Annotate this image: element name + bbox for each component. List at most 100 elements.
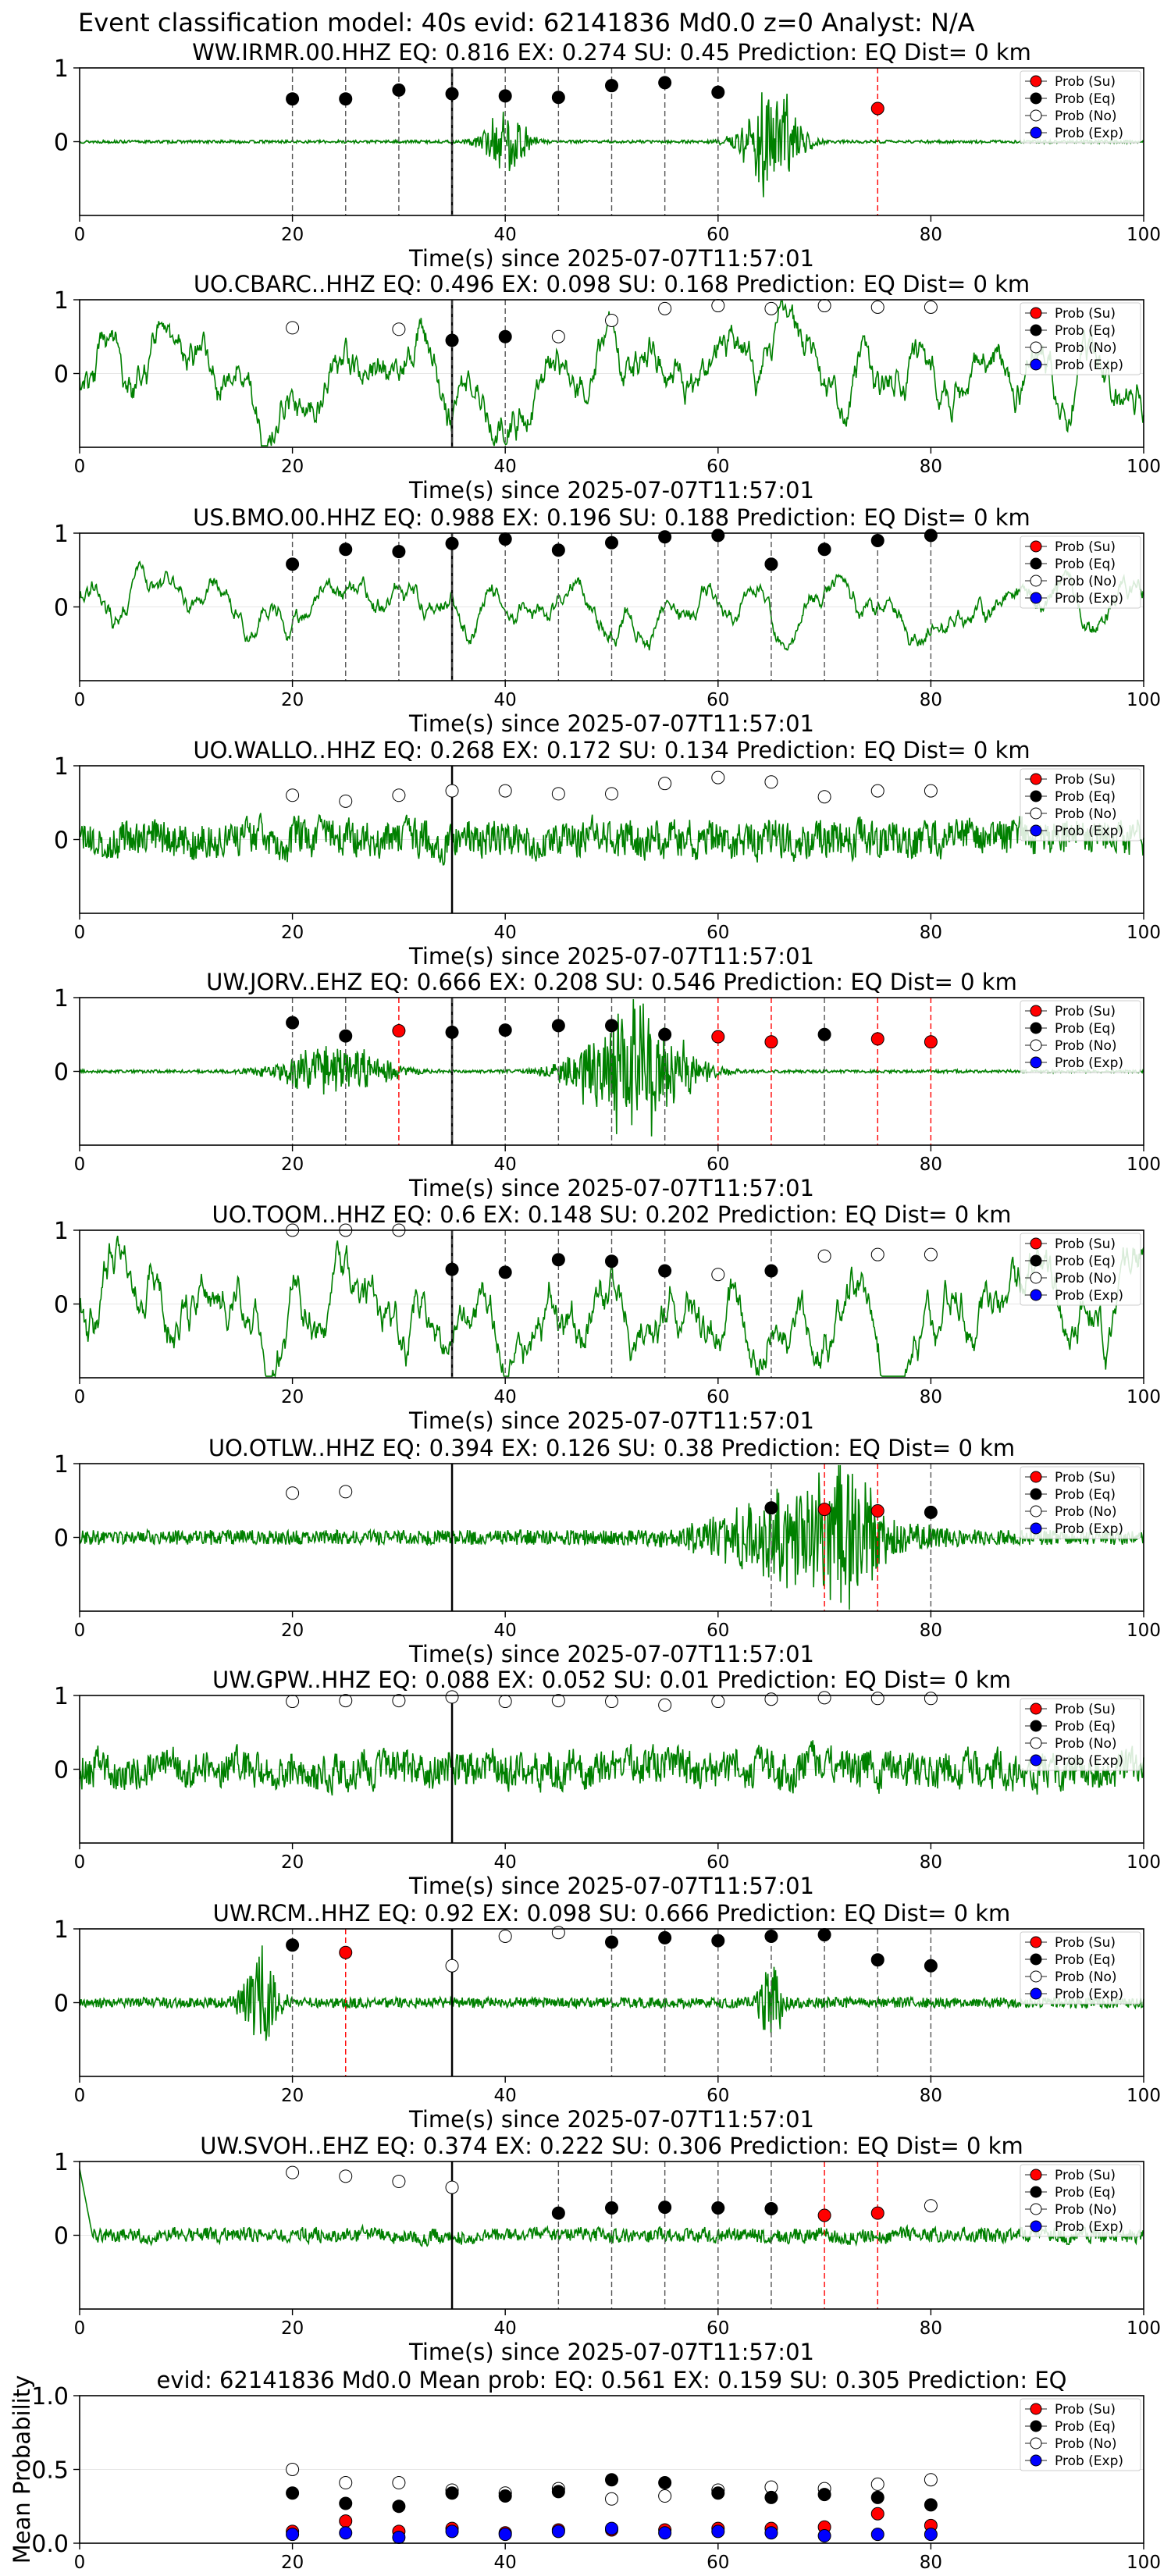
legend-label: Prob (Su) <box>1055 539 1116 555</box>
prob-point-no <box>817 299 831 313</box>
x-tick-label: 60 <box>707 225 729 245</box>
x-tick-label: 20 <box>281 2318 304 2339</box>
y-tick-label: 0 <box>54 827 69 855</box>
y-tick-label: 1 <box>54 287 69 315</box>
mean-point-su <box>339 2514 353 2528</box>
y-tick-label: 0 <box>54 130 69 157</box>
prob-point-no <box>870 784 884 798</box>
prob-point-no <box>286 1486 300 1500</box>
legend: Prob (Su)Prob (Eq)Prob (No)Prob (Exp) <box>1020 1931 1141 2005</box>
prob-point-no <box>711 1268 725 1282</box>
x-axis-label: Time(s) since 2025-07-07T11:57:01 <box>408 2106 814 2133</box>
legend-marker-probsu <box>1030 1005 1042 1017</box>
legend-label: Prob (Eq) <box>1055 1719 1116 1735</box>
legend-label: Prob (No) <box>1055 1504 1117 1520</box>
prob-point-no <box>498 1929 512 1943</box>
legend-label: Prob (Exp) <box>1055 2453 1123 2469</box>
prob-point-eq <box>551 2206 565 2220</box>
legend-label: Prob (Exp) <box>1055 1753 1123 1769</box>
prob-point-eq <box>498 532 512 546</box>
y-tick-label: 1 <box>54 753 69 781</box>
y-tick-label: 1 <box>54 1451 69 1478</box>
panel-5: UW.JORV..EHZ EQ: 0.666 EX: 0.208 SU: 0.5… <box>54 969 1161 1201</box>
panel-title: US.BMO.00.HHZ EQ: 0.988 EX: 0.196 SU: 0.… <box>193 504 1030 531</box>
x-axis-label: Time(s) since 2025-07-07T11:57:01 <box>408 1175 814 1201</box>
panel-2: UO.CBARC..HHZ EQ: 0.496 EX: 0.098 SU: 0.… <box>54 271 1161 503</box>
x-tick-label: 40 <box>494 225 517 245</box>
panel-title: UO.TOOM..HHZ EQ: 0.6 EX: 0.148 SU: 0.202… <box>212 1201 1012 1228</box>
legend-marker-probsu <box>1030 1703 1042 1715</box>
x-tick-label: 20 <box>281 1852 304 1873</box>
legend-marker-probsu <box>1030 773 1042 785</box>
prob-point-su <box>870 101 884 116</box>
x-tick-label: 100 <box>1127 1387 1161 1407</box>
prob-point-eq <box>605 1935 618 1949</box>
y-tick-label: 0.5 <box>31 2457 69 2485</box>
legend-marker-probno <box>1030 1039 1042 1051</box>
prob-point-no <box>764 1692 778 1706</box>
legend-marker-probexp <box>1030 1056 1042 1069</box>
x-tick-label: 40 <box>494 1155 517 1175</box>
prob-point-eq <box>711 2201 725 2215</box>
x-tick-label: 80 <box>920 2318 942 2339</box>
x-tick-label: 80 <box>920 1387 942 1407</box>
legend-marker-probeq <box>1030 1488 1042 1500</box>
legend-label: Prob (Eq) <box>1055 1487 1116 1503</box>
x-axis-label: Time(s) since 2025-07-07T11:57:01 <box>408 1873 814 1899</box>
mean-point-eq <box>711 2486 725 2500</box>
prob-point-eq <box>711 85 725 99</box>
prob-point-no <box>711 770 725 785</box>
prob-point-no <box>870 300 884 314</box>
prob-point-eq <box>286 1016 300 1030</box>
legend-marker-probno <box>1030 575 1042 587</box>
x-tick-label: 20 <box>281 457 304 477</box>
legend: Prob (Su)Prob (Eq)Prob (No)Prob (Exp) <box>1020 2398 1141 2471</box>
waveform-trace <box>79 92 1144 197</box>
mean-point-exp <box>764 2526 778 2540</box>
prob-point-no <box>764 775 778 789</box>
legend-marker-probno <box>1030 807 1042 820</box>
legend-label: Prob (Su) <box>1055 1236 1116 1252</box>
legend-label: Prob (Su) <box>1055 1004 1116 1019</box>
x-tick-label: 20 <box>281 1155 304 1175</box>
x-tick-label: 100 <box>1127 1852 1161 1873</box>
x-tick-label: 0 <box>74 2318 86 2339</box>
legend-label: Prob (Exp) <box>1055 126 1123 141</box>
legend-marker-probsu <box>1030 2169 1042 2181</box>
x-tick-label: 0 <box>74 1155 86 1175</box>
legend: Prob (Su)Prob (Eq)Prob (No)Prob (Exp) <box>1020 1466 1141 1539</box>
prob-point-su <box>924 1035 938 1049</box>
legend: Prob (Su)Prob (Eq)Prob (No)Prob (Exp) <box>1020 70 1141 144</box>
x-tick-label: 100 <box>1127 690 1161 710</box>
mean-point-no <box>924 2473 938 2487</box>
mean-point-eq <box>392 2500 406 2514</box>
legend-marker-probsu <box>1030 2403 1042 2415</box>
prob-point-eq <box>658 1264 672 1278</box>
prob-point-no <box>339 1694 353 1708</box>
mean-point-no <box>605 2492 618 2506</box>
x-tick-label: 0 <box>74 1852 86 1873</box>
mean-point-eq <box>924 2498 938 2512</box>
x-tick-label: 100 <box>1127 225 1161 245</box>
mean-point-exp <box>658 2526 672 2540</box>
legend-marker-probno <box>1030 1272 1042 1284</box>
legend-label: Prob (No) <box>1055 1271 1117 1286</box>
prob-point-su <box>817 1503 831 1517</box>
x-tick-label: 80 <box>920 1621 942 1641</box>
prob-point-no <box>764 301 778 315</box>
prob-point-eq <box>605 79 618 93</box>
legend-marker-probno <box>1030 2203 1042 2215</box>
x-tick-label: 80 <box>920 923 942 943</box>
mean-point-no <box>658 2489 672 2503</box>
legend-marker-probeq <box>1030 790 1042 802</box>
legend-label: Prob (Eq) <box>1055 2185 1116 2201</box>
x-tick-label: 0 <box>74 923 86 943</box>
mean-point-exp <box>605 2521 618 2535</box>
legend-marker-probeq <box>1030 1720 1042 1732</box>
legend-marker-probsu <box>1030 75 1042 87</box>
x-tick-label: 100 <box>1127 1155 1161 1175</box>
legend-frame <box>1020 2164 1141 2237</box>
legend-label: Prob (Eq) <box>1055 1021 1116 1037</box>
panel-11: evid: 62141836 Md0.0 Mean prob: EQ: 0.56… <box>9 2367 1161 2573</box>
prob-point-eq <box>605 1019 618 1033</box>
